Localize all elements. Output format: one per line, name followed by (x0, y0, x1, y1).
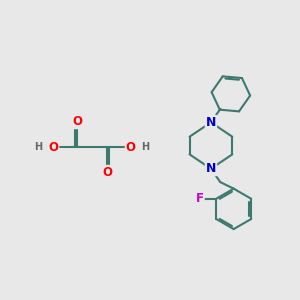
Text: F: F (196, 192, 204, 205)
Text: O: O (102, 166, 112, 179)
Text: N: N (206, 162, 216, 175)
Text: N: N (206, 116, 216, 129)
Text: O: O (48, 140, 59, 154)
Text: H: H (142, 142, 150, 152)
Text: O: O (126, 140, 136, 154)
Text: H: H (34, 142, 43, 152)
Text: O: O (72, 115, 82, 128)
